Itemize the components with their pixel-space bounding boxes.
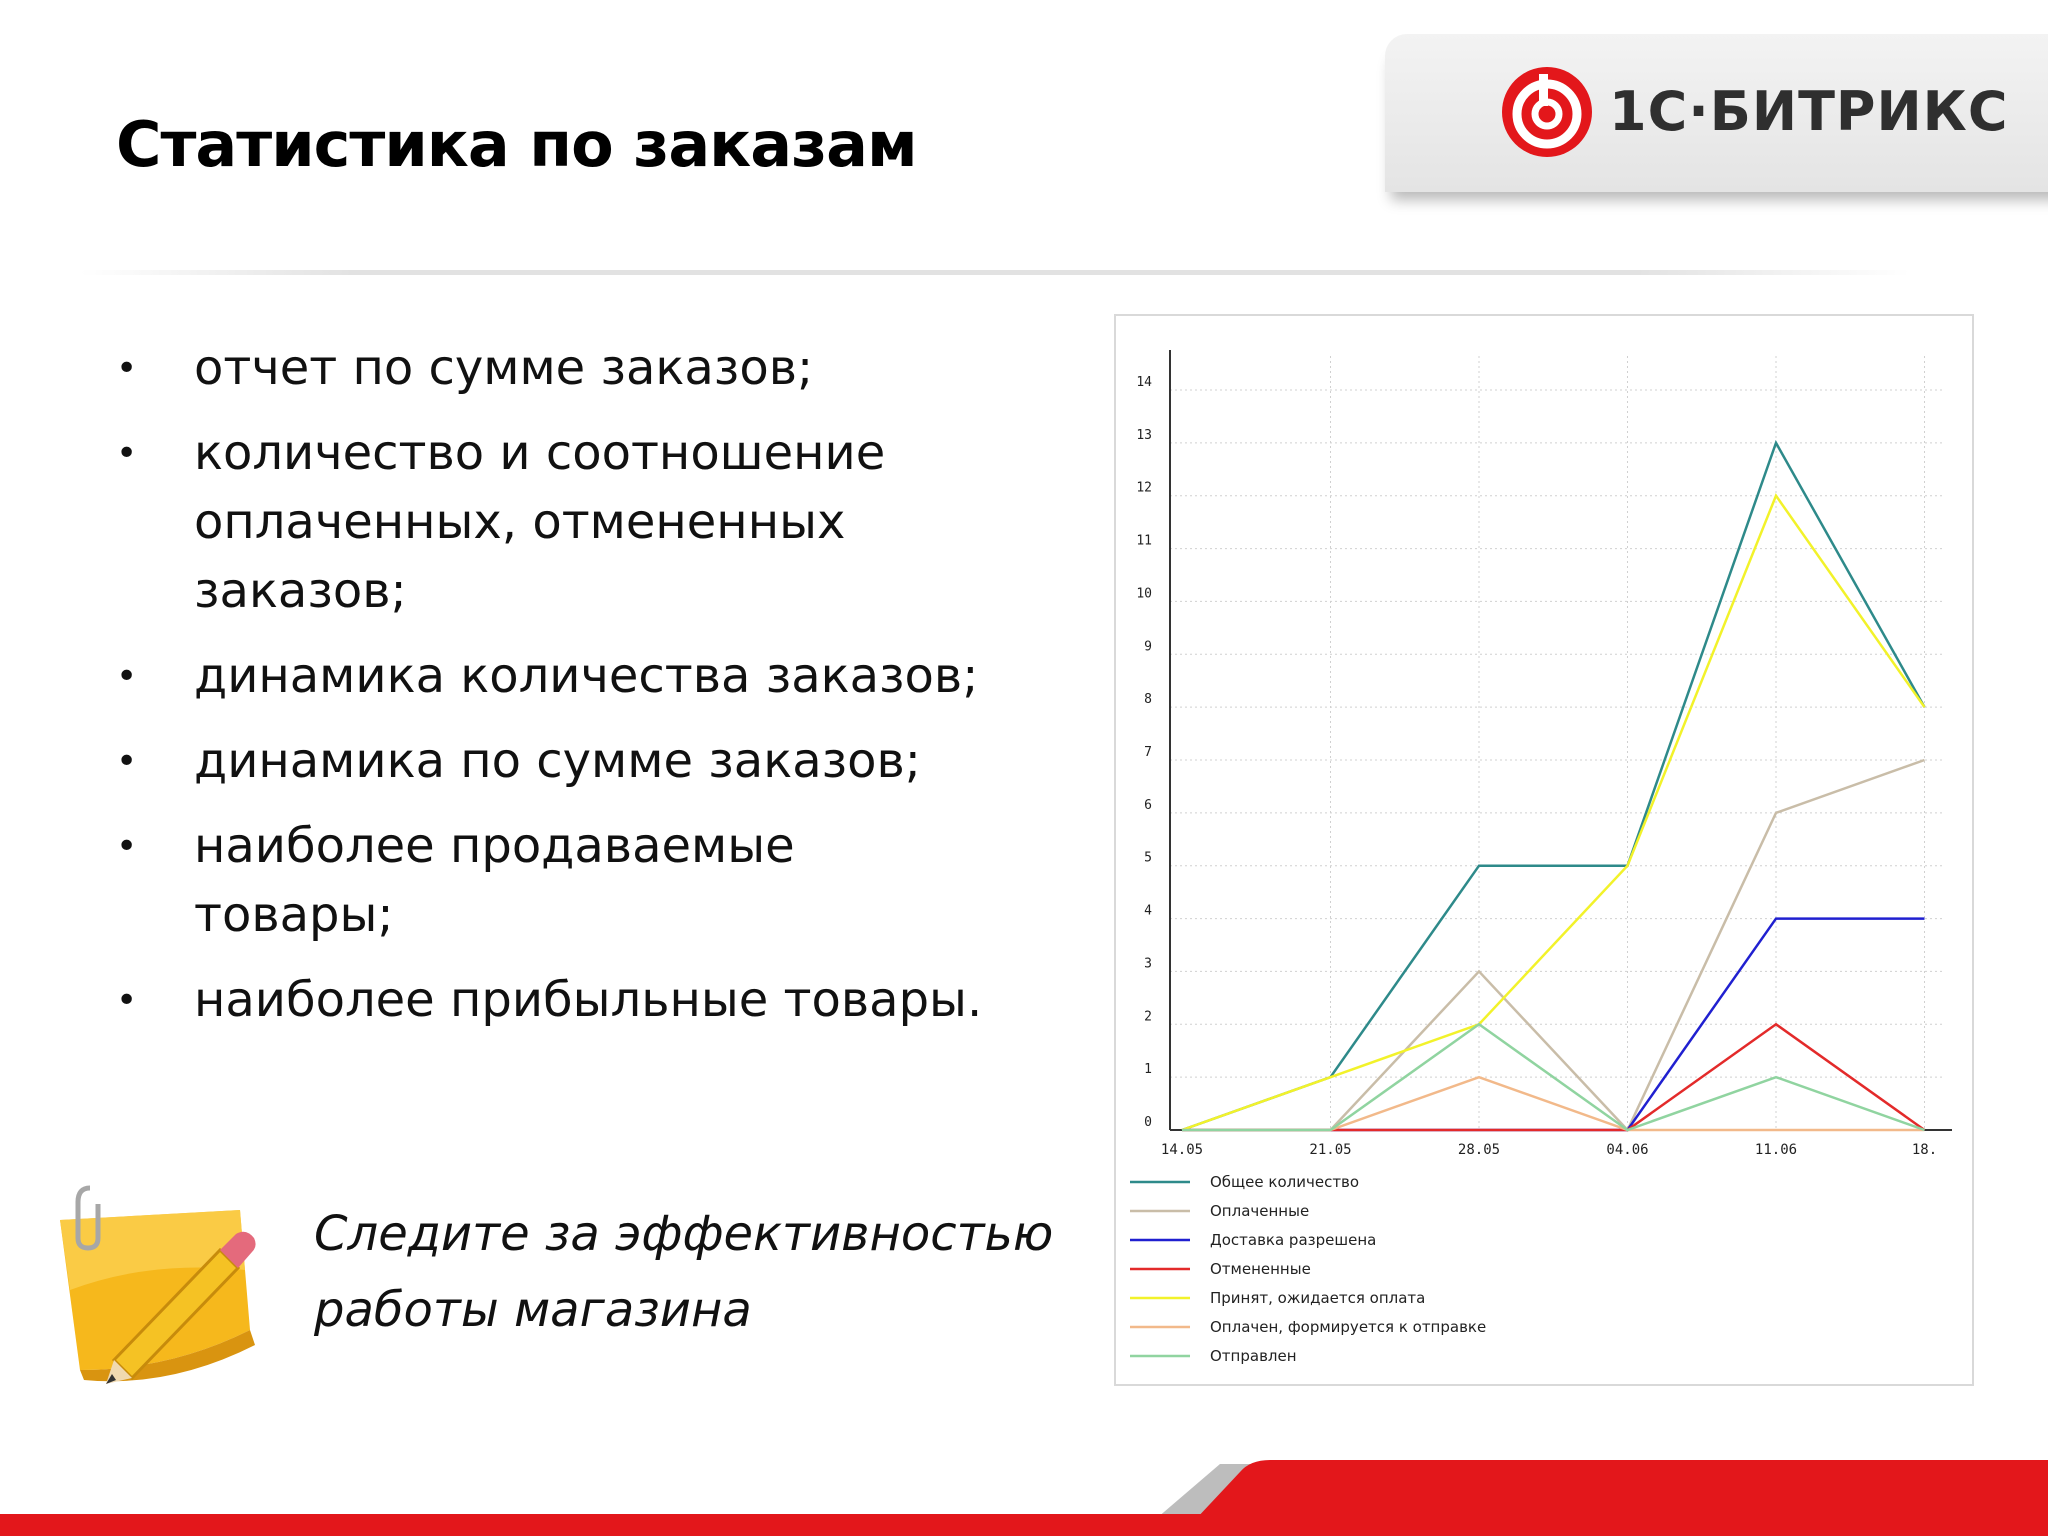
bullet-text: наиболее прибыльные товары. <box>194 972 982 1028</box>
y-tick-label: 9 <box>1144 639 1152 654</box>
y-tick-label: 5 <box>1144 851 1152 866</box>
bullet-text: наиболее продаваемые товары; <box>194 818 795 943</box>
series-line <box>1182 496 1925 1130</box>
bullet-text: количество и соотношение оплаченных, отм… <box>194 425 885 619</box>
series-line <box>1182 443 1925 1130</box>
header-divider <box>80 270 1910 275</box>
y-tick-label: 14 <box>1136 375 1152 390</box>
legend-label: Оплачен, формируется к отправке <box>1210 1318 1486 1336</box>
bullet-list: • отчет по сумме заказов; • количество и с… <box>112 334 1072 1051</box>
y-tick-label: 12 <box>1136 481 1152 496</box>
x-tick-label: 14.05 <box>1161 1142 1203 1158</box>
bullet-marker: • <box>116 419 137 488</box>
y-tick-label: 7 <box>1144 745 1152 760</box>
bullet-text: динамика по сумме заказов; <box>194 733 921 789</box>
bullet-marker: • <box>116 966 137 1035</box>
note-text: Следите за эффективностью работы магазин… <box>314 1196 1134 1348</box>
legend-label: Общее количество <box>1210 1173 1359 1191</box>
bullet-text: отчет по сумме заказов; <box>194 340 813 396</box>
bullet-item: • наиболее продаваемые товары; <box>112 812 914 950</box>
legend-label: Доставка разрешена <box>1210 1231 1376 1249</box>
x-tick-label: 18. <box>1912 1142 1937 1158</box>
bullet-text: динамика количества заказов; <box>194 648 978 704</box>
x-tick-label: 11.06 <box>1755 1142 1797 1158</box>
x-tick-label: 21.05 <box>1309 1142 1351 1158</box>
notepad-pencil-icon <box>50 1180 290 1390</box>
series-line <box>1182 1077 1925 1130</box>
bullet-marker: • <box>116 812 137 881</box>
y-tick-label: 11 <box>1136 534 1152 549</box>
y-tick-label: 4 <box>1144 904 1152 919</box>
series-line <box>1182 1024 1925 1130</box>
y-tick-label: 0 <box>1144 1115 1152 1130</box>
logo-plate: 1С·БИТРИКС <box>1385 34 2048 192</box>
bullet-marker: • <box>116 642 137 711</box>
series-line <box>1182 919 1925 1130</box>
logo-text: 1С·БИТРИКС <box>1609 80 2008 143</box>
chart-frame: 0 1 2 3 4 5 6 7 8 9 10 11 12 13 14 14.05 21.05 28.05 04.06… <box>1114 314 1974 1386</box>
footer-band <box>0 1450 2048 1536</box>
y-tick-label: 13 <box>1136 428 1152 443</box>
slide-title: Статистика по заказам <box>116 108 917 181</box>
x-tick-label: 04.06 <box>1606 1142 1648 1158</box>
y-tick-label: 6 <box>1144 798 1152 813</box>
x-tick-label: 28.05 <box>1458 1142 1500 1158</box>
bullet-item: • наиболее прибыльные товары. <box>112 966 1072 1035</box>
y-tick-label: 3 <box>1144 956 1152 971</box>
bullet-marker: • <box>116 727 137 796</box>
bullet-item: • отчет по сумме заказов; <box>112 334 1072 403</box>
y-tick-label: 1 <box>1144 1062 1152 1077</box>
legend-label: Принят, ожидается оплата <box>1210 1289 1425 1307</box>
legend-label: Отмененные <box>1210 1260 1311 1278</box>
y-tick-label: 10 <box>1136 586 1152 601</box>
y-tick-label: 8 <box>1144 692 1152 707</box>
bitrix-logo-icon <box>1501 66 1593 158</box>
legend-label: Отправлен <box>1210 1347 1297 1365</box>
bullet-marker: • <box>116 334 137 403</box>
bullet-item: • количество и соотношение оплаченных, от… <box>112 419 1014 626</box>
y-tick-label: 2 <box>1144 1009 1152 1024</box>
bullet-item: • динамика количества заказов; <box>112 642 1072 711</box>
bullet-item: • динамика по сумме заказов; <box>112 727 1072 796</box>
legend-label: Оплаченные <box>1210 1202 1309 1220</box>
